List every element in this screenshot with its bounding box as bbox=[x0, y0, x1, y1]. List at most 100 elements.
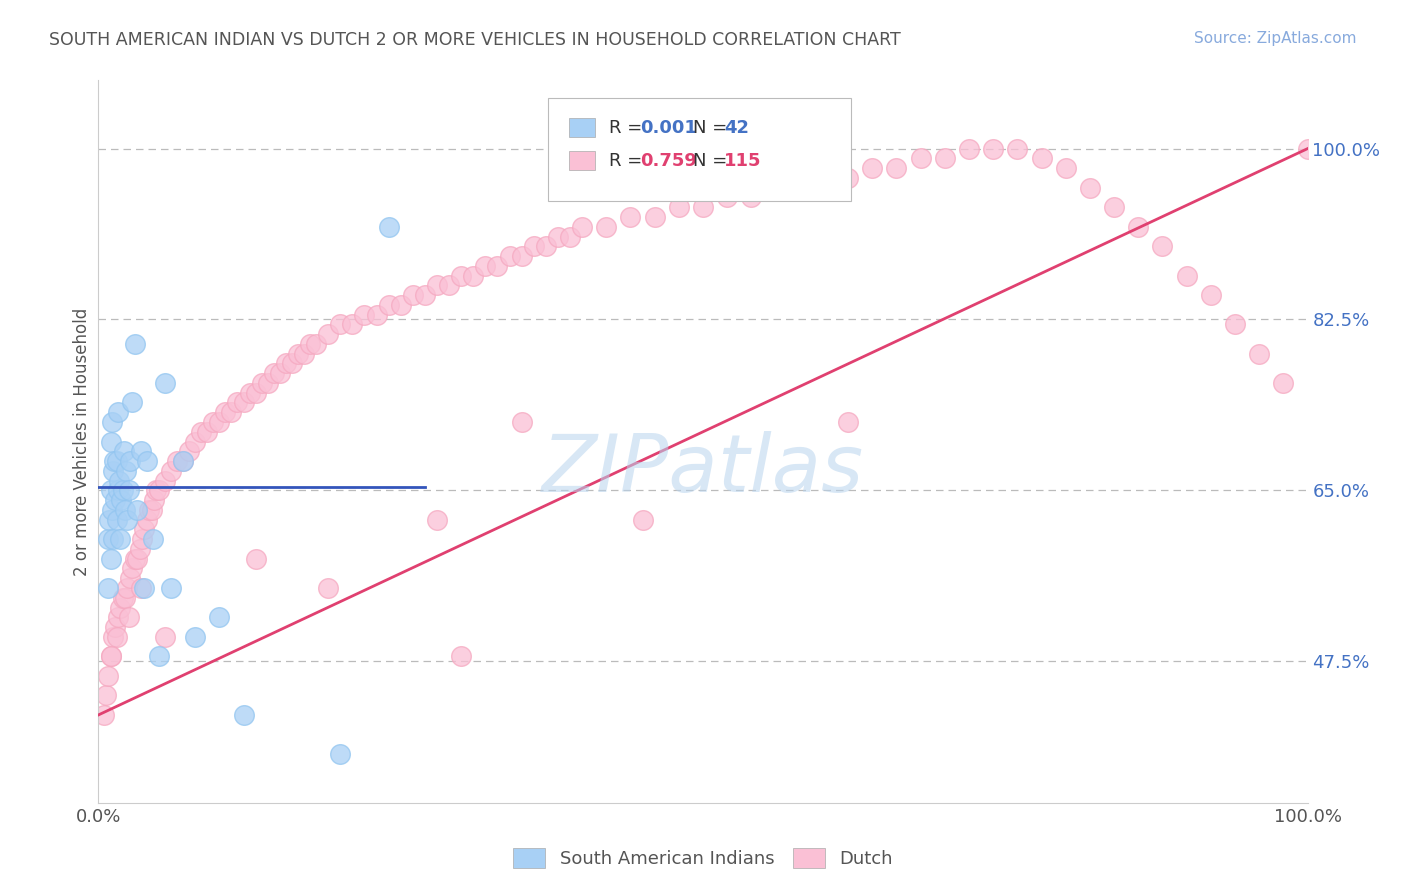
Point bbox=[142, 532, 165, 546]
Point bbox=[269, 366, 291, 380]
Point bbox=[145, 483, 167, 498]
Point bbox=[934, 152, 956, 166]
Point bbox=[644, 210, 666, 224]
Point bbox=[402, 288, 425, 302]
Point bbox=[117, 513, 139, 527]
Point bbox=[837, 170, 859, 185]
Point bbox=[226, 395, 249, 409]
Point bbox=[135, 513, 157, 527]
Point bbox=[100, 415, 122, 429]
Point bbox=[110, 493, 132, 508]
Point bbox=[118, 610, 141, 624]
Point bbox=[100, 649, 122, 664]
Point bbox=[274, 356, 297, 370]
Point bbox=[1199, 288, 1222, 302]
Point bbox=[208, 610, 231, 624]
Point bbox=[148, 483, 170, 498]
Point bbox=[619, 210, 641, 224]
Point bbox=[413, 288, 436, 302]
Point bbox=[172, 454, 194, 468]
Point bbox=[558, 229, 581, 244]
Point bbox=[107, 405, 129, 419]
Point bbox=[127, 551, 149, 566]
Point bbox=[716, 190, 738, 204]
Point bbox=[153, 630, 176, 644]
Point bbox=[1102, 200, 1125, 214]
Point bbox=[184, 434, 207, 449]
Point bbox=[789, 180, 811, 194]
Point bbox=[250, 376, 273, 390]
Point bbox=[118, 483, 141, 498]
Text: 0.759: 0.759 bbox=[640, 152, 696, 169]
Point bbox=[105, 630, 128, 644]
Text: R =: R = bbox=[609, 152, 648, 169]
Point bbox=[160, 581, 183, 595]
Point bbox=[143, 493, 166, 508]
Point bbox=[131, 532, 153, 546]
Point bbox=[450, 268, 472, 283]
Point bbox=[547, 229, 569, 244]
Point bbox=[105, 513, 128, 527]
Point bbox=[121, 395, 143, 409]
Point bbox=[105, 454, 128, 468]
Point bbox=[179, 444, 201, 458]
Point bbox=[860, 161, 883, 176]
Point bbox=[100, 483, 122, 498]
Text: SOUTH AMERICAN INDIAN VS DUTCH 2 OR MORE VEHICLES IN HOUSEHOLD CORRELATION CHART: SOUTH AMERICAN INDIAN VS DUTCH 2 OR MORE… bbox=[49, 31, 901, 49]
Point bbox=[426, 513, 449, 527]
Point bbox=[115, 464, 138, 478]
Point bbox=[534, 239, 557, 253]
Point bbox=[837, 415, 859, 429]
Point bbox=[981, 142, 1004, 156]
Point bbox=[498, 249, 520, 263]
Point bbox=[631, 513, 654, 527]
Point bbox=[100, 551, 122, 566]
Text: 115: 115 bbox=[724, 152, 762, 169]
Point bbox=[329, 318, 352, 332]
Point bbox=[101, 532, 124, 546]
Point bbox=[595, 219, 617, 234]
Point bbox=[100, 649, 122, 664]
Point bbox=[129, 581, 152, 595]
Point bbox=[112, 444, 135, 458]
Point bbox=[195, 425, 218, 439]
Point bbox=[426, 278, 449, 293]
Point bbox=[886, 161, 908, 176]
Point bbox=[128, 541, 150, 556]
Point bbox=[287, 346, 309, 360]
Point bbox=[1223, 318, 1246, 332]
Point bbox=[740, 190, 762, 204]
Point bbox=[124, 337, 146, 351]
Point bbox=[510, 415, 533, 429]
Point bbox=[813, 170, 835, 185]
Point bbox=[172, 454, 194, 468]
Point bbox=[245, 551, 267, 566]
Point bbox=[114, 591, 136, 605]
Point bbox=[1078, 180, 1101, 194]
Text: N =: N = bbox=[693, 119, 733, 136]
Point bbox=[148, 649, 170, 664]
Point bbox=[214, 405, 236, 419]
Point bbox=[377, 298, 399, 312]
Point bbox=[166, 454, 188, 468]
Point bbox=[104, 620, 127, 634]
Point bbox=[377, 219, 399, 234]
Text: ZIPatlas: ZIPatlas bbox=[541, 432, 865, 509]
Point bbox=[1175, 268, 1198, 283]
Point bbox=[108, 600, 131, 615]
Point bbox=[1152, 239, 1174, 253]
Point bbox=[1128, 219, 1150, 234]
Legend: South American Indians, Dutch: South American Indians, Dutch bbox=[508, 843, 898, 873]
Point bbox=[1249, 346, 1271, 360]
Point bbox=[111, 483, 134, 498]
Point bbox=[141, 503, 163, 517]
Point bbox=[111, 591, 134, 605]
Point bbox=[100, 434, 122, 449]
Point bbox=[450, 649, 472, 664]
Point bbox=[103, 454, 125, 468]
Point bbox=[668, 200, 690, 214]
Point bbox=[1054, 161, 1077, 176]
Point bbox=[281, 356, 304, 370]
Point bbox=[389, 298, 412, 312]
Point bbox=[94, 689, 117, 703]
